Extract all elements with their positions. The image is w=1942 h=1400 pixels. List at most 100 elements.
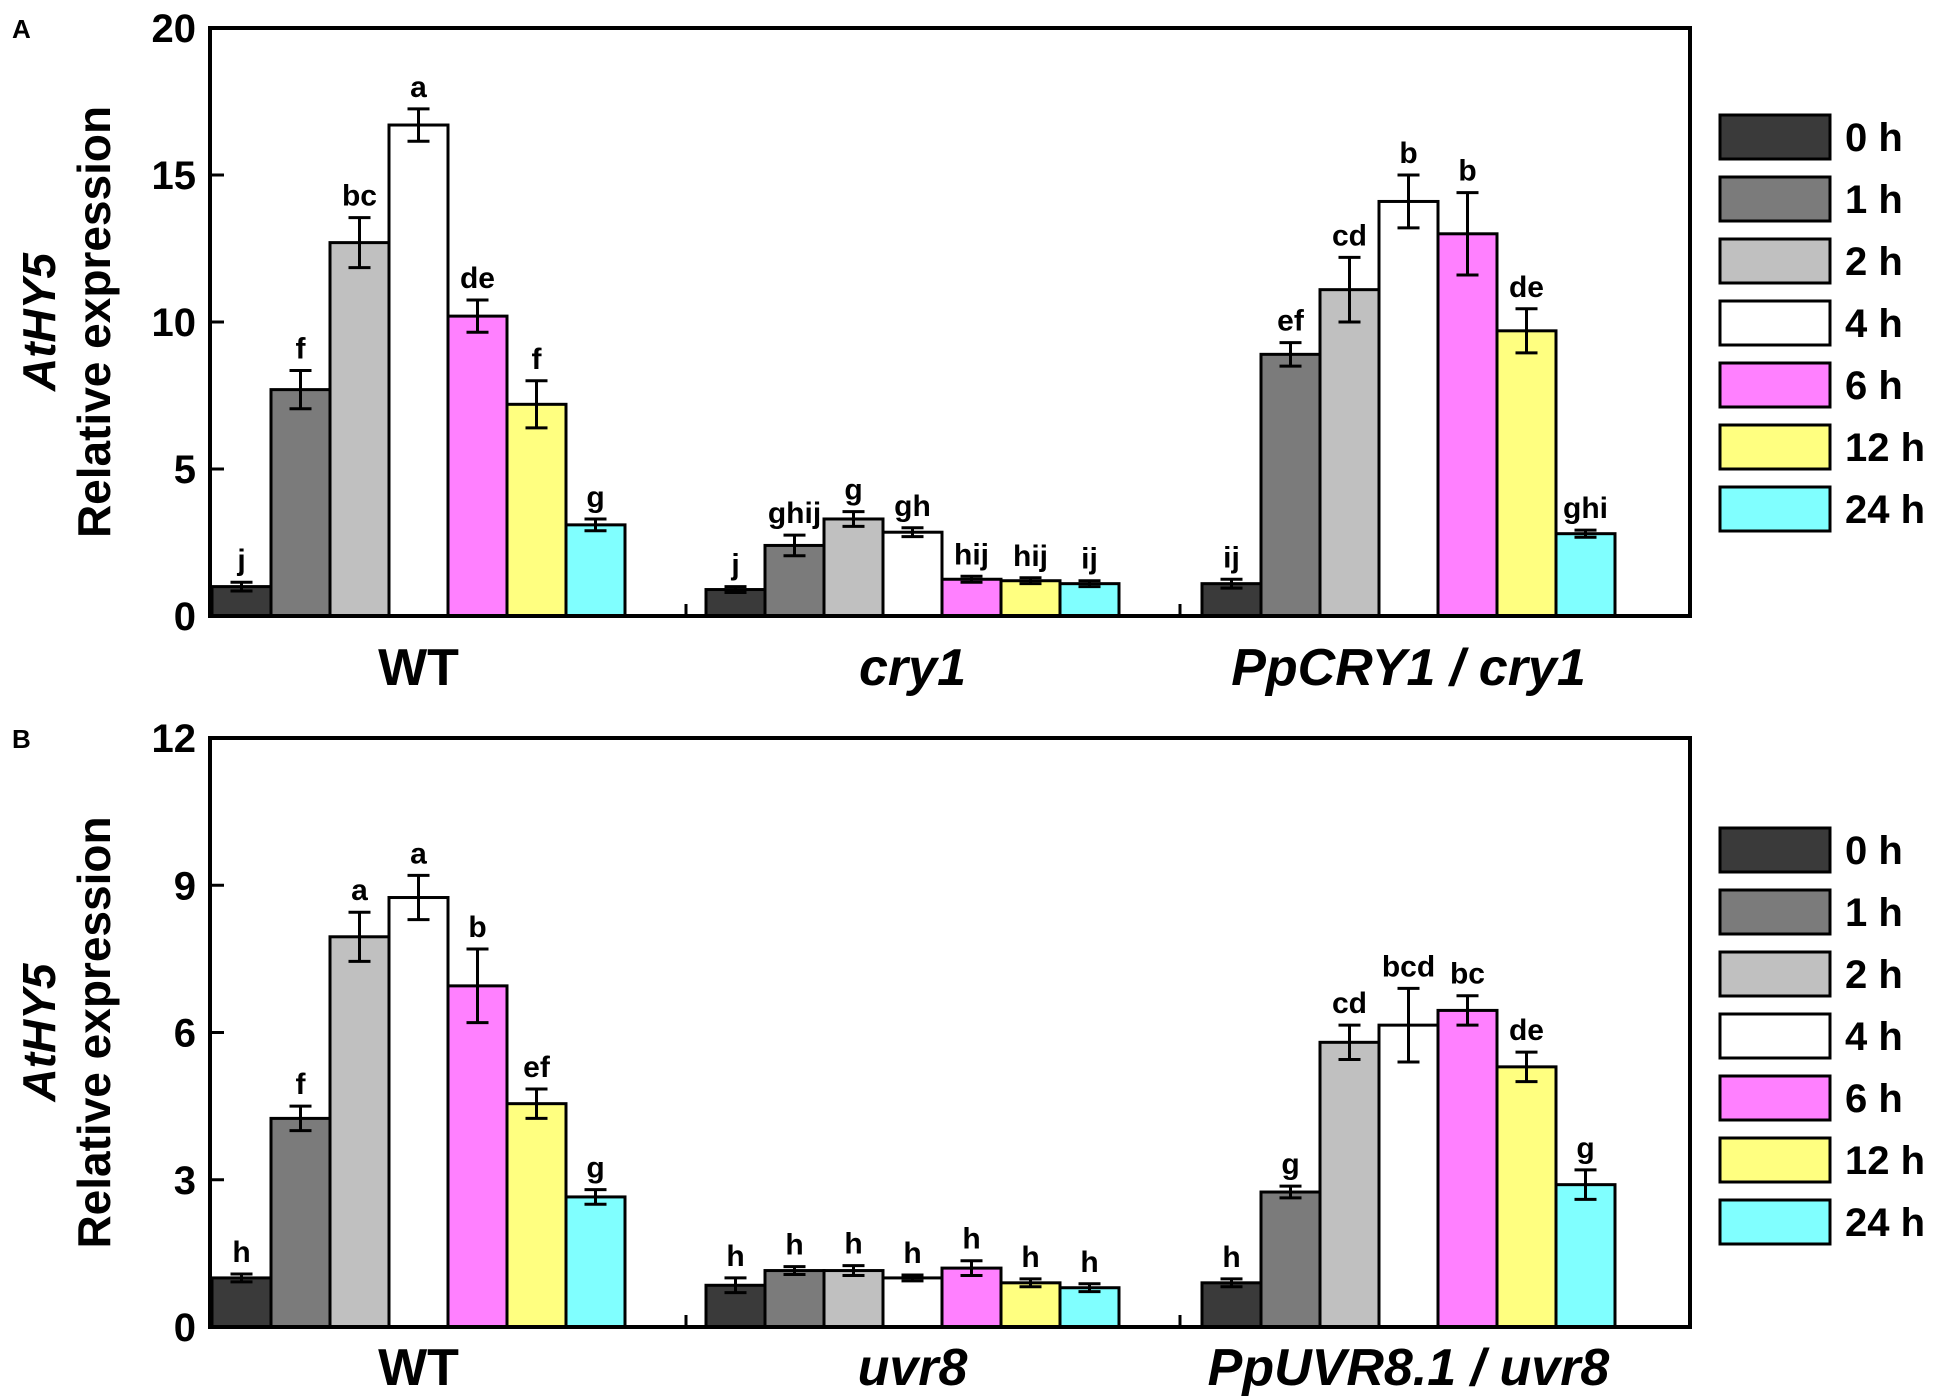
y-tick-label: 0 [174,1306,196,1350]
significance-letter: g [844,474,862,507]
significance-letter: bc [342,180,377,213]
significance-letter: j [236,544,245,577]
bar [1058,1286,1121,1329]
bar [210,1276,273,1329]
significance-letter: h [1080,1246,1098,1279]
bar [1495,1065,1558,1329]
x-category-label: WT [378,639,459,697]
bar [1377,199,1440,618]
x-category-label: PpUVR8.1 / uvr8 [1208,1339,1610,1397]
significance-letter: f [296,1068,307,1101]
legend-label: 1 h [1845,178,1903,222]
x-category-label: cry1 [859,639,966,697]
significance-letter: g [1576,1132,1594,1165]
bar [1436,232,1499,618]
legend-label: 6 h [1845,1077,1903,1121]
bar [446,314,509,618]
significance-letter: h [962,1223,980,1256]
y-axis-gene-label: AtHY5 [13,962,65,1102]
bar [1377,1023,1440,1329]
significance-letter: gh [894,490,931,523]
bar [1200,1281,1263,1329]
legend-swatch [1718,1012,1832,1060]
legend-label: 0 h [1845,116,1903,160]
significance-letter: f [296,333,307,366]
legend-swatch [1718,1074,1832,1122]
bar [999,579,1062,618]
y-axis-label: Relative expression [68,106,120,538]
significance-letter: de [1509,1014,1544,1047]
significance-letter: h [785,1229,803,1262]
significance-letter: cd [1332,987,1367,1020]
significance-letter: g [586,1152,604,1185]
significance-letter: h [903,1237,921,1270]
significance-letter: bc [1450,958,1485,991]
legend-swatch [1718,299,1832,347]
y-tick-label: 6 [174,1012,196,1056]
bar [387,896,450,1329]
significance-letter: ij [1081,543,1098,576]
significance-letter: ghi [1563,492,1608,525]
significance-letter: de [1509,271,1544,304]
legend-label: 24 h [1845,488,1925,532]
bar [1058,582,1121,618]
legend-swatch [1718,1136,1832,1184]
bar [999,1281,1062,1329]
significance-letter: b [1399,137,1417,170]
bar [940,577,1003,618]
bar [1554,1183,1617,1329]
panel-label: A [12,14,31,44]
bar [881,1276,944,1329]
significance-letter: ij [1223,541,1240,574]
significance-letter: g [586,481,604,514]
significance-letter: b [1458,155,1476,188]
significance-letter: h [726,1240,744,1273]
bar [1495,329,1558,618]
legend-label: 6 h [1845,364,1903,408]
bar [387,123,450,618]
significance-letter: hij [954,538,989,571]
legend-label: 4 h [1845,1015,1903,1059]
bar [269,1116,332,1329]
bar [1436,1008,1499,1329]
significance-letter: b [468,911,486,944]
bar [505,402,568,618]
legend-label: 24 h [1845,1201,1925,1245]
legend-swatch [1718,1198,1832,1246]
bar [446,984,509,1329]
legend-swatch [1718,237,1832,285]
x-category-label: WT [378,1339,459,1397]
legend-label: 2 h [1845,953,1903,997]
significance-letter: cd [1332,219,1367,252]
significance-letter: hij [1013,540,1048,573]
legend-label: 12 h [1845,426,1925,470]
y-axis-gene-label: AtHY5 [13,252,65,392]
legend-label: 12 h [1845,1139,1925,1183]
legend-label: 1 h [1845,891,1903,935]
y-tick-label: 3 [174,1159,196,1203]
significance-letter: j [730,549,739,582]
bar [564,1195,627,1329]
significance-letter: h [1021,1241,1039,1274]
significance-letter: h [232,1236,250,1269]
significance-letter: a [410,837,427,870]
bar [1554,532,1617,618]
bar [1259,352,1322,618]
legend-label: 2 h [1845,240,1903,284]
x-category-label: uvr8 [858,1339,968,1397]
chart-panel-b: B AtHY5 Relative expression 0 3 6 9 12 h h h f h g a h c… [12,717,1925,1397]
plot-frame [208,736,1692,1329]
legend-swatch [1718,113,1832,161]
bar [328,935,391,1329]
legend-swatch [1718,423,1832,471]
legend-swatch [1718,826,1832,874]
y-tick-label: 20 [152,7,197,51]
y-tick-label: 5 [174,448,196,492]
legend-swatch [1718,485,1832,533]
significance-letter: ghij [768,497,821,530]
y-tick-label: 15 [152,154,197,198]
bar [763,1269,826,1329]
legend-swatch [1718,361,1832,409]
